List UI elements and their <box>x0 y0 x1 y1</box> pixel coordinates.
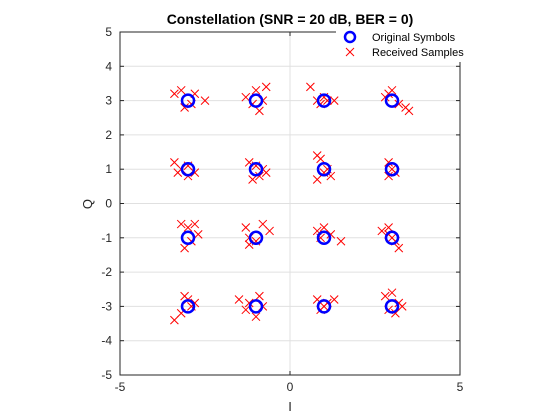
received-sample-point <box>316 154 325 164</box>
received-sample-point <box>251 85 261 95</box>
data-series <box>170 82 414 325</box>
received-sample-point <box>193 230 203 239</box>
original-symbol-point <box>384 161 400 177</box>
received-sample-point <box>251 312 261 322</box>
received-sample-point <box>173 168 183 177</box>
axis-ticks: -5 0 5 -5 -4 -3 -2 -1 0 1 2 3 4 5 <box>101 25 463 394</box>
y-tick-label: 5 <box>105 25 112 39</box>
received-sample-point <box>387 233 397 243</box>
received-sample-point <box>190 168 200 177</box>
received-sample-point <box>380 92 390 102</box>
x-axis-label: I <box>288 399 292 414</box>
received-sample-point <box>394 243 404 253</box>
original-symbol-point <box>316 299 332 314</box>
received-sample-point <box>319 223 329 232</box>
received-sample-point <box>180 103 189 112</box>
received-sample-point <box>170 89 179 99</box>
y-tick-label: 3 <box>105 94 112 108</box>
original-symbol-point <box>180 93 196 108</box>
received-sample-point <box>258 219 268 229</box>
legend: Original Symbols Received Samples <box>336 30 478 62</box>
received-sample-point <box>255 291 264 301</box>
received-sample-point <box>336 236 346 246</box>
received-sample-point <box>312 175 322 184</box>
received-sample-point <box>241 305 251 315</box>
received-sample-point <box>200 96 210 105</box>
received-sample-point <box>180 243 189 253</box>
received-sample-point <box>306 82 315 92</box>
y-tick-label: -2 <box>101 265 112 279</box>
received-sample-point <box>391 308 400 318</box>
original-symbol-point <box>248 161 264 177</box>
received-sample-point <box>244 298 254 308</box>
received-sample-point <box>404 106 414 116</box>
received-sample-point <box>170 157 179 167</box>
y-tick-label: 0 <box>105 197 112 211</box>
legend-box <box>336 30 478 62</box>
received-sample-point <box>170 315 179 325</box>
received-sample-point <box>248 175 257 184</box>
received-sample-point <box>380 291 390 301</box>
original-symbol-point <box>180 299 196 314</box>
original-symbol-point <box>316 230 332 246</box>
received-sample-point <box>384 157 393 167</box>
legend-sample-x-icon <box>345 47 355 57</box>
original-symbol-point <box>384 299 400 314</box>
legend-label-received-samples: Received Samples <box>372 47 464 59</box>
original-symbol-point <box>316 161 332 177</box>
received-sample-point <box>183 223 193 232</box>
received-sample-point <box>261 168 271 177</box>
received-sample-point <box>326 230 336 239</box>
y-tick-label: -5 <box>101 368 112 382</box>
y-tick-label: 2 <box>105 128 112 142</box>
legend-label-original-symbols: Original Symbols <box>372 32 456 44</box>
received-sample-point <box>241 223 251 232</box>
received-sample-point <box>329 96 339 105</box>
original-symbol-point <box>384 93 400 108</box>
original-symbol-point <box>384 230 400 246</box>
original-symbol-point <box>248 93 264 108</box>
received-sample-point <box>397 302 407 311</box>
original-symbol-point <box>248 230 264 246</box>
received-sample-point <box>384 223 393 232</box>
y-tick-label: -4 <box>101 334 112 348</box>
y-tick-label: 1 <box>105 162 112 176</box>
x-tick-label: 0 <box>287 380 294 394</box>
received-sample-point <box>265 226 274 236</box>
received-sample-point <box>180 291 189 301</box>
received-sample-point <box>241 92 251 102</box>
received-sample-point <box>394 99 404 109</box>
y-tick-label: 4 <box>105 59 112 73</box>
received-sample-point <box>176 219 186 229</box>
received-sample-point <box>176 85 186 95</box>
legend-symbol-circle-icon <box>343 30 357 44</box>
original-symbol-point <box>316 93 332 108</box>
received-sample-point <box>384 171 393 181</box>
chart-title: Constellation (SNR = 20 dB, BER = 0) <box>167 11 414 27</box>
original-symbol-point <box>180 161 196 177</box>
received-sample-point <box>387 288 397 298</box>
original-symbol-point <box>248 299 264 314</box>
received-sample-point <box>234 295 244 304</box>
x-tick-label: 5 <box>457 380 464 394</box>
original-symbol-point <box>180 230 196 246</box>
y-tick-label: -1 <box>101 231 112 245</box>
received-sample-point <box>261 82 271 92</box>
y-tick-label: -3 <box>101 299 112 313</box>
received-sample-point <box>190 219 200 229</box>
received-sample-point <box>329 295 339 304</box>
received-sample-point <box>255 106 264 116</box>
received-sample-point <box>387 85 397 95</box>
received-sample-point <box>255 171 264 181</box>
x-tick-label: -5 <box>115 380 126 394</box>
received-sample-point <box>377 226 387 236</box>
y-axis-label: Q <box>80 199 95 209</box>
